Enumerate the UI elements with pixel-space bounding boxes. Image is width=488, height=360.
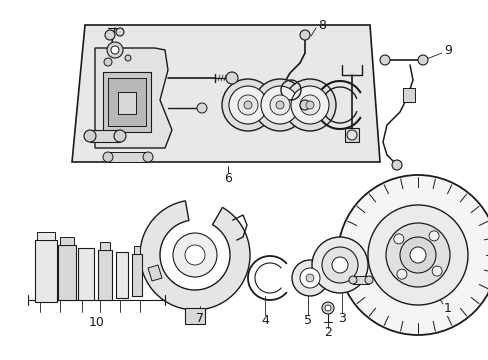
Text: 5: 5 [304, 314, 311, 327]
Bar [118, 92, 136, 114]
Circle shape [385, 223, 449, 287]
Bar [352, 276, 368, 284]
Circle shape [325, 305, 330, 311]
Circle shape [321, 247, 357, 283]
Circle shape [244, 101, 251, 109]
Bar [345, 128, 358, 142]
Circle shape [173, 233, 217, 277]
Bar [103, 72, 151, 132]
Ellipse shape [348, 276, 356, 284]
Polygon shape [78, 248, 94, 300]
Bar [184, 308, 204, 324]
Text: 10: 10 [89, 315, 105, 328]
Polygon shape [72, 25, 379, 162]
Text: 2: 2 [324, 325, 331, 338]
Bar [108, 78, 146, 126]
Ellipse shape [238, 95, 258, 115]
Ellipse shape [261, 86, 298, 124]
Polygon shape [140, 201, 249, 310]
Circle shape [396, 269, 406, 279]
Circle shape [379, 55, 389, 65]
Text: 3: 3 [337, 311, 345, 324]
Polygon shape [95, 48, 172, 148]
Circle shape [337, 175, 488, 335]
Bar [402, 88, 414, 102]
Ellipse shape [222, 79, 273, 131]
Circle shape [111, 46, 119, 54]
Polygon shape [132, 254, 142, 296]
Polygon shape [37, 232, 55, 240]
Circle shape [346, 130, 356, 140]
Bar [90, 130, 120, 142]
Circle shape [391, 160, 401, 170]
Circle shape [393, 234, 403, 244]
Circle shape [125, 55, 131, 61]
Polygon shape [134, 246, 140, 254]
Text: 6: 6 [224, 171, 231, 185]
Circle shape [299, 30, 309, 40]
Ellipse shape [253, 79, 305, 131]
Circle shape [305, 274, 313, 282]
Text: 9: 9 [443, 44, 451, 57]
Ellipse shape [84, 130, 96, 142]
Polygon shape [100, 242, 110, 250]
Ellipse shape [290, 86, 328, 124]
Circle shape [417, 55, 427, 65]
Ellipse shape [269, 95, 289, 115]
Polygon shape [35, 240, 57, 302]
Text: 1: 1 [443, 302, 451, 315]
Text: 4: 4 [261, 314, 268, 327]
Polygon shape [58, 245, 76, 300]
Ellipse shape [228, 86, 266, 124]
Circle shape [428, 231, 438, 241]
Circle shape [104, 58, 112, 66]
Circle shape [367, 205, 467, 305]
Polygon shape [116, 252, 128, 298]
Polygon shape [60, 237, 74, 245]
Ellipse shape [114, 130, 126, 142]
Circle shape [184, 245, 204, 265]
Polygon shape [148, 265, 162, 281]
Ellipse shape [142, 152, 153, 162]
Ellipse shape [284, 79, 335, 131]
Circle shape [107, 42, 123, 58]
Ellipse shape [299, 95, 319, 115]
Circle shape [409, 247, 425, 263]
Ellipse shape [364, 276, 372, 284]
Circle shape [311, 237, 367, 293]
Circle shape [331, 257, 347, 273]
Polygon shape [98, 250, 112, 300]
Circle shape [321, 302, 333, 314]
Circle shape [105, 30, 115, 40]
Circle shape [305, 101, 313, 109]
Bar [108, 152, 148, 162]
Circle shape [275, 101, 284, 109]
Circle shape [116, 28, 124, 36]
Circle shape [225, 72, 238, 84]
Text: 7: 7 [196, 311, 203, 324]
Circle shape [197, 103, 206, 113]
Circle shape [399, 237, 435, 273]
Circle shape [299, 100, 309, 110]
Ellipse shape [103, 152, 113, 162]
Circle shape [291, 260, 327, 296]
Circle shape [299, 268, 319, 288]
Circle shape [431, 266, 441, 276]
Text: 8: 8 [317, 18, 325, 32]
